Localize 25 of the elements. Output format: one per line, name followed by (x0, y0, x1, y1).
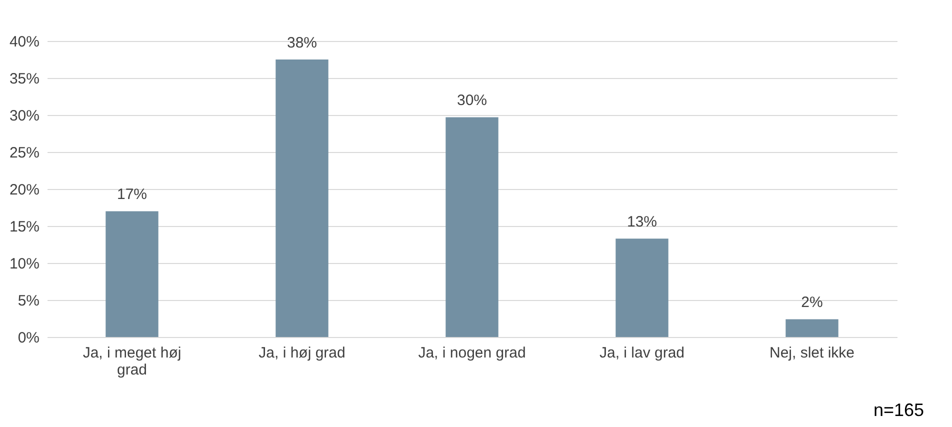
y-tick-label: 5% (18, 292, 40, 310)
x-tick-label: Ja, i høj grad (258, 344, 346, 362)
bar (616, 238, 668, 337)
y-tick-label: 35% (9, 70, 40, 88)
data-label: 30% (456, 92, 488, 110)
x-tick-label: Ja, i lav grad (599, 344, 685, 362)
bar (786, 319, 838, 337)
text: n=165 (873, 400, 924, 421)
y-tick-label: 20% (9, 182, 40, 198)
data-label: 2% (801, 294, 823, 312)
y-tick-label: 0% (18, 330, 40, 346)
y-tick-label: 40% (9, 34, 40, 50)
y-tick-label: 25% (9, 144, 40, 162)
y-tick-label: 10% (9, 256, 40, 272)
x-tick-label: Nej, slet ikke (769, 344, 855, 362)
bar (446, 117, 498, 337)
data-label: 17% (116, 186, 148, 204)
data-label: 13% (626, 214, 658, 231)
bar (106, 211, 158, 337)
x-tick-label: Ja, i nogen grad (418, 344, 526, 362)
data-label: 38% (286, 34, 318, 52)
y-tick-label: 30% (9, 108, 40, 124)
x-tick-label: Ja, i meget høj grad (82, 344, 182, 378)
y-tick-label: 15% (9, 218, 40, 236)
bar (276, 60, 328, 337)
